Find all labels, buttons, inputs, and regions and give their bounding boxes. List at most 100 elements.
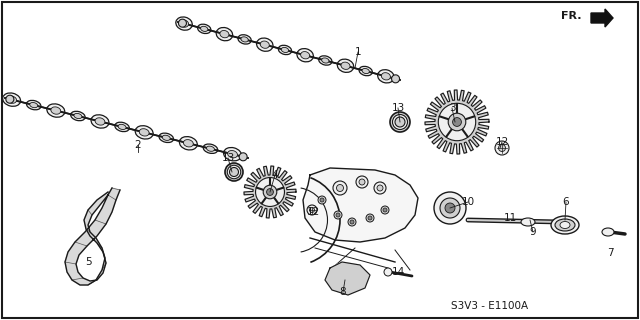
Circle shape (445, 203, 455, 213)
Polygon shape (244, 166, 296, 218)
Circle shape (348, 218, 356, 226)
Ellipse shape (341, 62, 350, 69)
Ellipse shape (115, 122, 129, 132)
Circle shape (310, 207, 314, 212)
Circle shape (384, 268, 392, 276)
Ellipse shape (223, 148, 241, 161)
Text: 12: 12 (495, 137, 509, 147)
Ellipse shape (51, 107, 61, 114)
Ellipse shape (47, 104, 65, 117)
Ellipse shape (91, 115, 109, 128)
Circle shape (368, 216, 372, 220)
Circle shape (374, 182, 386, 194)
Ellipse shape (257, 38, 273, 51)
Ellipse shape (184, 140, 193, 147)
Circle shape (333, 181, 347, 195)
Ellipse shape (297, 49, 314, 62)
Text: 14: 14 (392, 267, 404, 277)
Ellipse shape (95, 118, 105, 125)
Ellipse shape (29, 102, 38, 108)
Text: FR.: FR. (561, 11, 581, 21)
Ellipse shape (362, 68, 369, 74)
Circle shape (307, 205, 317, 215)
Circle shape (350, 220, 354, 224)
Ellipse shape (241, 37, 248, 42)
Ellipse shape (70, 111, 85, 121)
Circle shape (356, 176, 368, 188)
Ellipse shape (521, 218, 535, 226)
Ellipse shape (74, 113, 82, 119)
Polygon shape (425, 90, 489, 154)
Ellipse shape (239, 153, 247, 161)
Ellipse shape (560, 221, 570, 228)
Circle shape (359, 179, 365, 185)
Ellipse shape (203, 144, 218, 154)
Text: S3V3 - E1100A: S3V3 - E1100A (451, 301, 529, 311)
Ellipse shape (198, 24, 211, 34)
Ellipse shape (26, 100, 41, 110)
Text: 11: 11 (504, 213, 516, 223)
Text: 10: 10 (461, 197, 475, 207)
Ellipse shape (555, 219, 575, 231)
Text: 7: 7 (607, 248, 613, 258)
Ellipse shape (216, 28, 233, 41)
Ellipse shape (118, 124, 126, 130)
Text: 1: 1 (355, 47, 362, 57)
Ellipse shape (381, 73, 390, 80)
Ellipse shape (602, 228, 614, 236)
Circle shape (499, 145, 506, 151)
Ellipse shape (228, 150, 237, 158)
Circle shape (230, 167, 239, 177)
Circle shape (227, 165, 241, 179)
Ellipse shape (337, 59, 354, 72)
Ellipse shape (260, 41, 269, 48)
Text: 6: 6 (563, 197, 570, 207)
Ellipse shape (6, 95, 14, 103)
Ellipse shape (220, 30, 229, 38)
Circle shape (448, 113, 466, 131)
Ellipse shape (179, 19, 186, 27)
Circle shape (366, 214, 374, 222)
Ellipse shape (359, 66, 372, 76)
Circle shape (263, 185, 277, 199)
Text: 8: 8 (340, 287, 346, 297)
Circle shape (337, 185, 344, 191)
Circle shape (434, 192, 466, 224)
Circle shape (383, 208, 387, 212)
Ellipse shape (207, 146, 214, 151)
Circle shape (320, 198, 324, 202)
Circle shape (395, 117, 405, 127)
Text: 13: 13 (221, 153, 235, 163)
Text: 13: 13 (392, 103, 404, 113)
Ellipse shape (392, 75, 399, 83)
Ellipse shape (301, 52, 310, 59)
Ellipse shape (6, 96, 17, 103)
Ellipse shape (551, 216, 579, 234)
Text: 5: 5 (84, 257, 92, 267)
Circle shape (225, 163, 243, 181)
Circle shape (392, 115, 408, 130)
Ellipse shape (180, 20, 189, 27)
Circle shape (318, 196, 326, 204)
Ellipse shape (176, 17, 192, 30)
Polygon shape (325, 262, 370, 295)
Circle shape (255, 178, 284, 206)
Circle shape (336, 213, 340, 217)
Polygon shape (303, 168, 418, 242)
Circle shape (377, 185, 383, 191)
Ellipse shape (3, 93, 20, 106)
Ellipse shape (159, 133, 173, 142)
Ellipse shape (282, 47, 289, 52)
Ellipse shape (179, 137, 197, 150)
Ellipse shape (322, 58, 329, 63)
Ellipse shape (135, 126, 153, 139)
Text: 4: 4 (272, 170, 278, 180)
Ellipse shape (378, 70, 394, 83)
Text: 3: 3 (449, 103, 455, 113)
Polygon shape (591, 9, 613, 27)
Circle shape (438, 103, 476, 141)
Ellipse shape (319, 56, 332, 65)
Circle shape (495, 141, 509, 155)
Circle shape (452, 118, 461, 126)
Text: 9: 9 (530, 227, 536, 237)
